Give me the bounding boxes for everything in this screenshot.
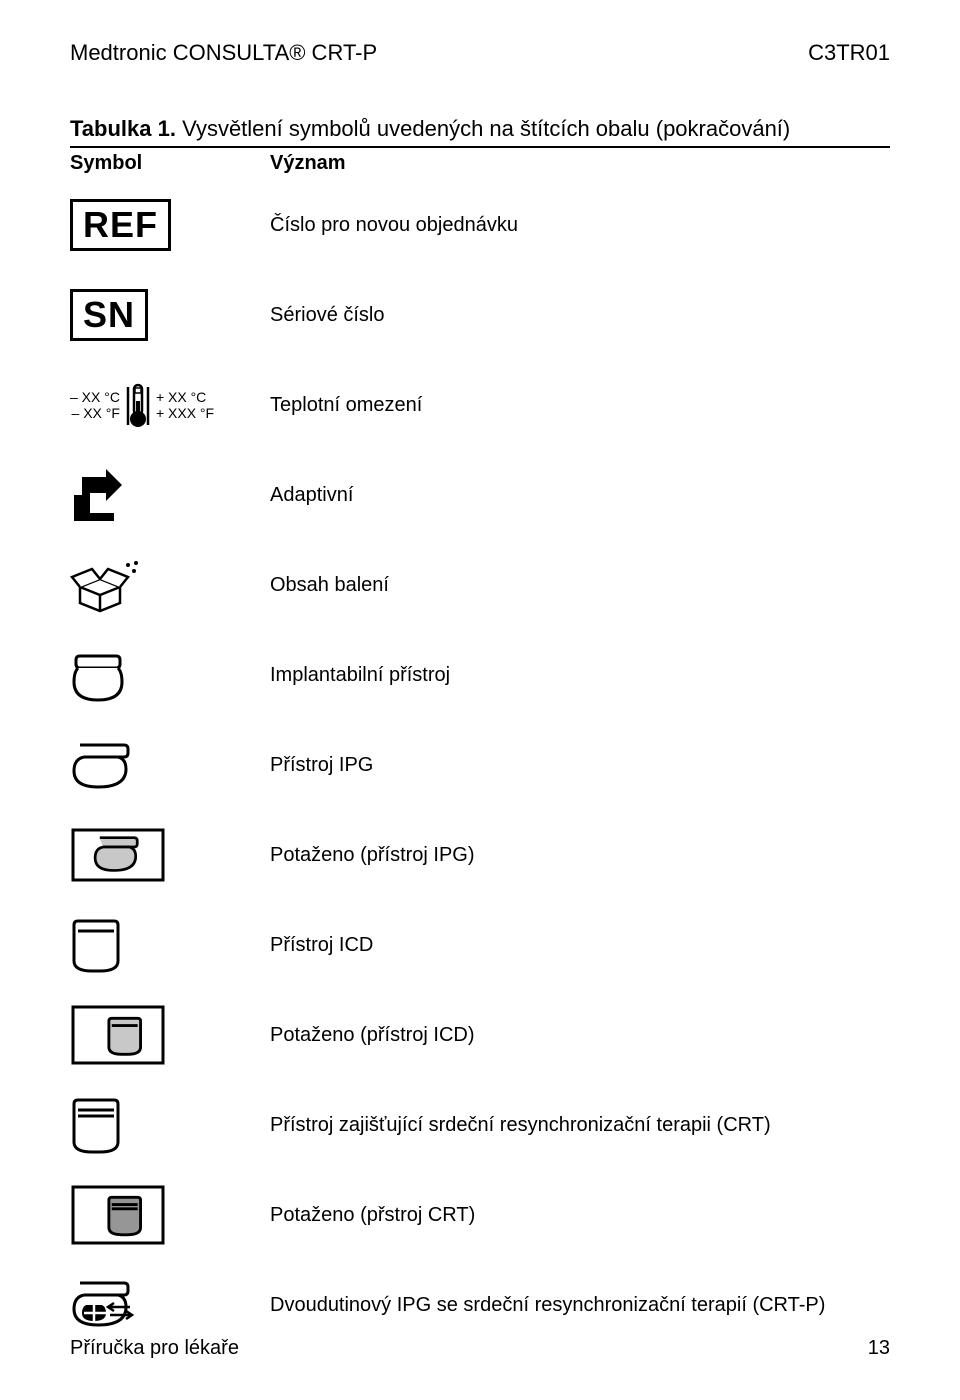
- table-row: Adaptivní: [70, 463, 890, 527]
- row-label: Potaženo (přístroj IPG): [270, 844, 890, 867]
- table-rows: REF Číslo pro novou objednávku SN Sériov…: [70, 193, 890, 1337]
- row-label: Přístroj ICD: [270, 934, 890, 957]
- table-title-bold: Tabulka 1.: [70, 116, 176, 141]
- temp-low-f: – XX °F: [70, 405, 120, 421]
- footer-left: Příručka pro lékaře: [70, 1337, 239, 1360]
- row-label: Číslo pro novou objednávku: [270, 214, 890, 237]
- table-row: REF Číslo pro novou objednávku: [70, 193, 890, 257]
- table-row: SN Sériové číslo: [70, 283, 890, 347]
- coated-crt-icon: [70, 1184, 270, 1246]
- row-label: Implantabilní přístroj: [270, 664, 890, 687]
- temperature-icon: – XX °C – XX °F + XX °C + XXX °F: [70, 379, 270, 431]
- package-contents-icon: [70, 557, 270, 613]
- footer-right: 13: [868, 1337, 890, 1360]
- table-row: – XX °C – XX °F + XX °C + XXX °F Teplotn…: [70, 373, 890, 437]
- header-right: C3TR01: [808, 40, 890, 66]
- row-label: Přístroj IPG: [270, 754, 890, 777]
- table-title: Tabulka 1. Vysvětlení symbolů uvedených …: [70, 116, 890, 148]
- page-header: Medtronic CONSULTA® CRT-P C3TR01: [70, 40, 890, 66]
- row-label: Sériové číslo: [270, 304, 890, 327]
- row-label: Dvoudutinový IPG se srdeční resynchroniz…: [270, 1294, 890, 1317]
- crt-device-icon: [70, 1094, 270, 1156]
- table-row: Dvoudutinový IPG se srdeční resynchroniz…: [70, 1273, 890, 1337]
- column-headers: Symbol Význam: [70, 152, 890, 175]
- table-row: Přístroj zajišťující srdeční resynchroni…: [70, 1093, 890, 1157]
- table-title-rest: Vysvětlení symbolů uvedených na štítcích…: [176, 116, 790, 141]
- implantable-device-icon: [70, 646, 270, 704]
- table-row: Potaženo (přístroj IPG): [70, 823, 890, 887]
- table-row: Obsah balení: [70, 553, 890, 617]
- icd-device-icon: [70, 915, 270, 975]
- table-row: Přístroj ICD: [70, 913, 890, 977]
- temp-low-c: – XX °C: [70, 389, 120, 405]
- ref-icon: REF: [70, 199, 270, 251]
- col-meaning-header: Význam: [270, 152, 346, 175]
- row-label: Teplotní omezení: [270, 394, 890, 417]
- temp-hi-f: + XXX °F: [156, 405, 214, 421]
- table-row: Přístroj IPG: [70, 733, 890, 797]
- row-label: Obsah balení: [270, 574, 890, 597]
- table-row: Implantabilní přístroj: [70, 643, 890, 707]
- row-label: Přístroj zajišťující srdeční resynchroni…: [270, 1114, 890, 1137]
- page-footer: Příručka pro lékaře 13: [70, 1337, 890, 1360]
- adaptive-icon: [70, 465, 270, 525]
- sn-icon: SN: [70, 289, 270, 341]
- dual-chamber-crtp-icon: [70, 1277, 270, 1333]
- coated-icd-icon: [70, 1004, 270, 1066]
- table-row: Potaženo (přístroj ICD): [70, 1003, 890, 1067]
- header-left: Medtronic CONSULTA® CRT-P: [70, 40, 377, 66]
- coated-ipg-icon: [70, 827, 270, 883]
- ipg-device-icon: [70, 739, 270, 791]
- col-symbol-header: Symbol: [70, 152, 270, 175]
- row-label: Potaženo (přstroj CRT): [270, 1204, 890, 1227]
- table-row: Potaženo (přstroj CRT): [70, 1183, 890, 1247]
- row-label: Potaženo (přístroj ICD): [270, 1024, 890, 1047]
- row-label: Adaptivní: [270, 484, 890, 507]
- temp-hi-c: + XX °C: [156, 389, 214, 405]
